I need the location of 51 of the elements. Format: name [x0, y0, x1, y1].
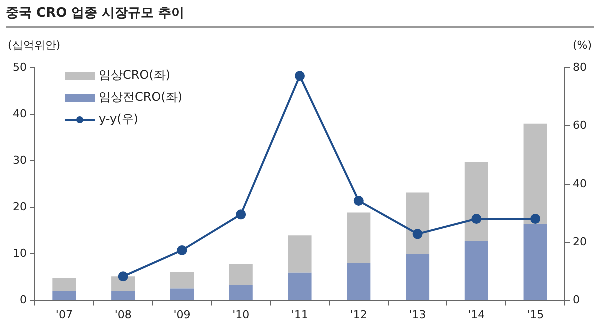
y-tick-label: 0 [20, 294, 27, 307]
legend-label: y-y(우) [98, 112, 138, 126]
y-tick-label: 10 [12, 247, 27, 260]
bar [112, 291, 136, 300]
x-tick-label: '10 [232, 308, 250, 322]
bar [524, 124, 548, 224]
point [472, 214, 482, 224]
point [412, 229, 423, 240]
x-tick-label: '12 [350, 308, 368, 322]
bar [170, 288, 194, 300]
bar [229, 264, 253, 285]
bar [170, 272, 194, 289]
chart-title: 중국 CRO 업종 시장규모 추이 [6, 4, 594, 28]
bar [464, 162, 488, 242]
point [236, 210, 246, 220]
y-tick-label: 50 [12, 60, 27, 74]
point [354, 196, 364, 206]
y2-tick-label: 60 [573, 119, 588, 132]
bar [52, 291, 76, 300]
y2-axis-title: (%) [572, 38, 592, 52]
bar [347, 212, 371, 264]
bar [229, 284, 253, 300]
point [177, 245, 188, 256]
bar [464, 241, 488, 300]
y-axis-title: (십억위안) [8, 38, 61, 52]
bar [406, 254, 430, 300]
y-tick-label: 40 [12, 107, 27, 120]
y-tick-label: 20 [12, 200, 27, 214]
y2-tick-label: 20 [573, 235, 588, 248]
bar [288, 236, 312, 273]
x-tick-label: '11 [291, 308, 309, 322]
legend-label: 임상전CRO(좌) [98, 90, 183, 104]
point [295, 71, 305, 82]
y2-tick-label: 0 [573, 294, 580, 307]
x-tick-label: '15 [527, 308, 544, 322]
point [118, 272, 128, 282]
bar [288, 272, 312, 300]
y2-tick-label: 40 [573, 177, 588, 190]
y-tick-label: 30 [12, 154, 27, 167]
bar [524, 224, 548, 300]
bar [347, 263, 371, 300]
bar [406, 192, 430, 254]
legend-label: 임상CRO(좌) [98, 68, 171, 82]
bar [52, 278, 76, 292]
x-tick-label: '07 [56, 308, 73, 322]
x-tick-label: '09 [174, 308, 191, 322]
x-tick-label: '14 [468, 308, 486, 322]
x-tick-label: '08 [114, 308, 132, 322]
x-tick-label: '13 [409, 308, 426, 322]
y2-tick-label: 80 [573, 60, 588, 74]
point [530, 214, 541, 224]
